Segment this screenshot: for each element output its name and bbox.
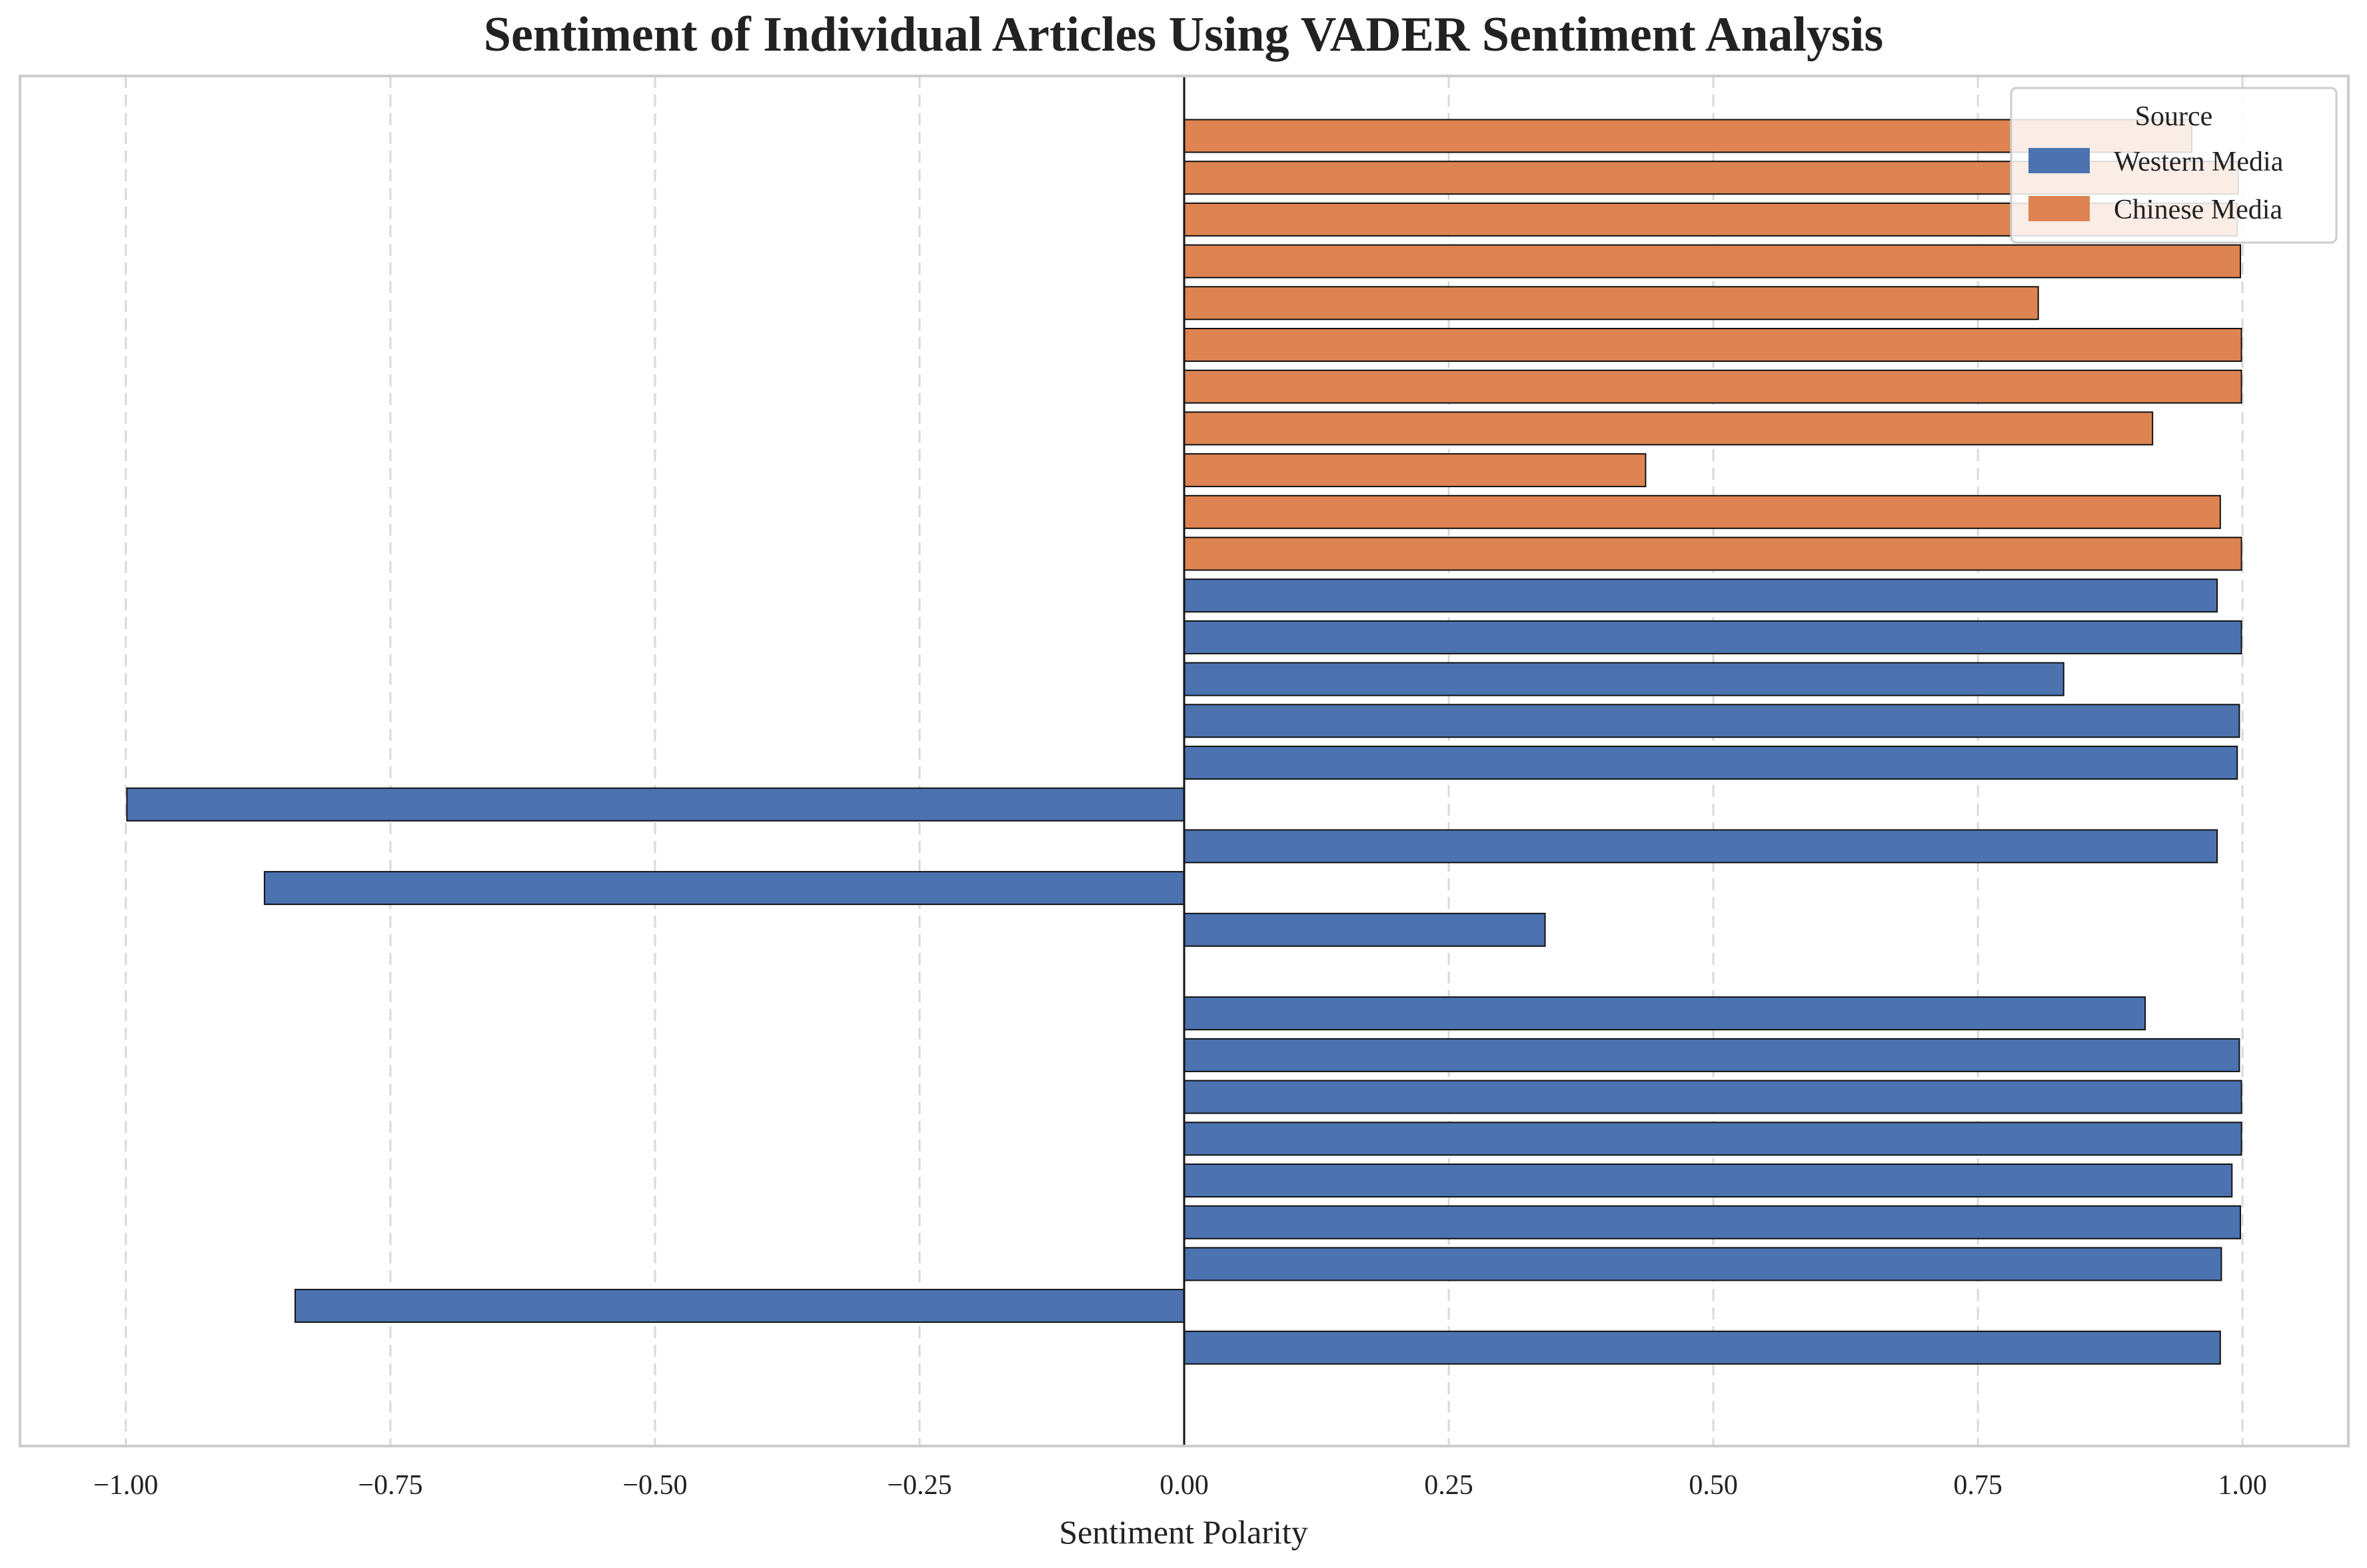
bar-chinese — [1184, 453, 1647, 488]
x-tick-label: −1.00 — [93, 1470, 158, 1501]
bar-western — [1184, 1038, 2240, 1072]
x-tick-labels: −1.00 −0.75 −0.50 −0.25 0.00 0.25 0.50 0.75 1.00 — [93, 1470, 2267, 1501]
bar-western — [1184, 620, 2242, 654]
legend-entry: Western Media — [2114, 147, 2284, 177]
legend-entry: Chinese Media — [2114, 195, 2282, 225]
bar-chinese — [1184, 328, 2242, 362]
x-tick-label: −0.25 — [887, 1470, 952, 1501]
bar-western — [1184, 1247, 2222, 1281]
x-tick-label: 1.00 — [2218, 1470, 2267, 1501]
bar-western — [126, 787, 1185, 822]
bar-chinese — [1184, 494, 2221, 529]
bar-western — [1184, 1164, 2233, 1197]
bar-chinese — [1184, 536, 2242, 571]
bar-western — [1184, 662, 2064, 696]
x-tick-label: −0.50 — [622, 1470, 687, 1501]
bar-western — [1184, 746, 2238, 780]
legend: Source Western Media Chinese Media — [2010, 87, 2338, 244]
bar-chinese — [1184, 369, 2242, 404]
plot-frame — [19, 75, 2350, 1447]
chart-title: Sentiment of Individual Articles Using V… — [483, 7, 1884, 62]
bar-western — [1184, 1122, 2242, 1156]
bar-western — [1184, 996, 2146, 1031]
bar-western — [1184, 1205, 2242, 1239]
x-tick-label: 0.50 — [1689, 1470, 1738, 1501]
axes — [19, 75, 2350, 1447]
legend-swatch — [2028, 148, 2090, 173]
bar-chinese — [1184, 286, 2039, 321]
bar-western — [294, 1289, 1185, 1323]
bar-chinese — [1184, 244, 2242, 279]
bar-western — [1184, 704, 2240, 738]
x-tick-label: −0.75 — [358, 1470, 422, 1501]
x-axis-label: Sentiment Polarity — [1059, 1513, 1308, 1551]
bar-western — [263, 871, 1185, 906]
bar-western — [1184, 578, 2218, 613]
legend-box — [2010, 87, 2338, 244]
bar-western — [1184, 912, 1546, 947]
bar-chinese — [1184, 411, 2154, 446]
x-tick-label: 0.25 — [1424, 1470, 1473, 1501]
bar-western — [1184, 829, 2218, 864]
bar-western — [1184, 1080, 2242, 1114]
x-tick-label: 0.00 — [1160, 1470, 1209, 1501]
bar-western — [1184, 1330, 2221, 1365]
legend-swatch — [2028, 196, 2090, 221]
x-tick-label: 0.75 — [1953, 1470, 2002, 1501]
legend-title: Source — [2135, 101, 2213, 132]
